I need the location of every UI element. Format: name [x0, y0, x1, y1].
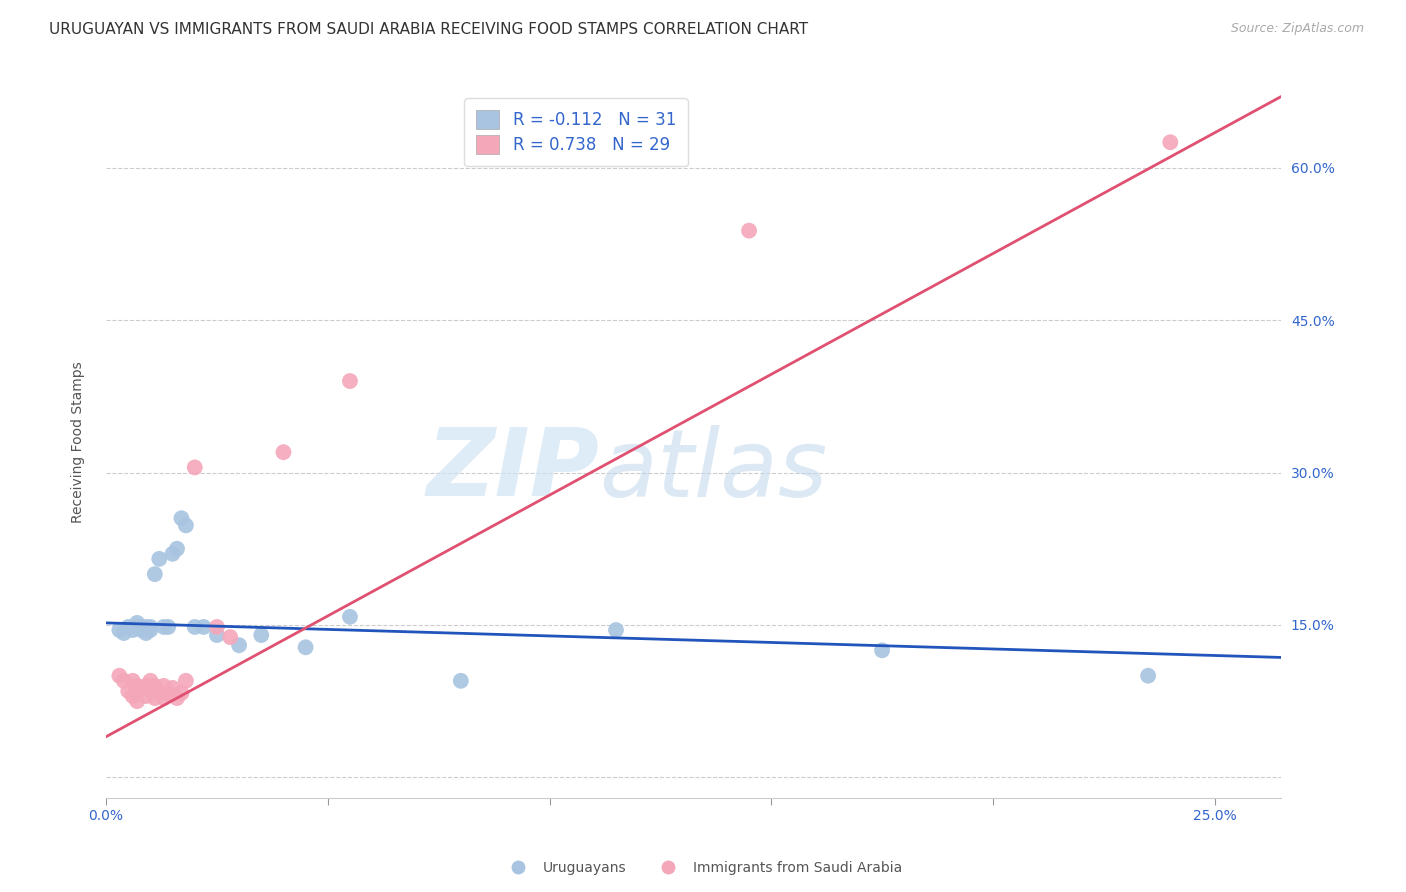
Point — [152, 691, 174, 706]
Point — [127, 615, 149, 630]
Point — [143, 691, 166, 706]
Point — [605, 623, 627, 637]
Point — [162, 547, 184, 561]
Point — [131, 623, 153, 637]
Point — [738, 224, 761, 238]
Point — [135, 689, 157, 703]
Point — [339, 609, 361, 624]
Point — [135, 626, 157, 640]
Point — [339, 374, 361, 388]
Point — [157, 686, 180, 700]
Point — [121, 689, 143, 703]
Point — [112, 673, 135, 688]
Point — [139, 620, 162, 634]
Point — [184, 460, 207, 475]
Point — [166, 691, 188, 706]
Point — [205, 620, 228, 634]
Point — [127, 620, 149, 634]
Legend: Uruguayans, Immigrants from Saudi Arabia: Uruguayans, Immigrants from Saudi Arabia — [498, 855, 908, 880]
Point — [184, 620, 207, 634]
Point — [174, 673, 197, 688]
Point — [121, 673, 143, 688]
Text: Source: ZipAtlas.com: Source: ZipAtlas.com — [1230, 22, 1364, 36]
Point — [121, 623, 143, 637]
Point — [117, 684, 139, 698]
Point — [139, 684, 162, 698]
Point — [127, 694, 149, 708]
Point — [219, 630, 242, 644]
Point — [193, 620, 215, 634]
Point — [157, 620, 180, 634]
Point — [294, 640, 316, 655]
Point — [1137, 669, 1160, 683]
Text: URUGUAYAN VS IMMIGRANTS FROM SAUDI ARABIA RECEIVING FOOD STAMPS CORRELATION CHAR: URUGUAYAN VS IMMIGRANTS FROM SAUDI ARABI… — [49, 22, 808, 37]
Point — [170, 511, 193, 525]
Point — [228, 638, 250, 652]
Point — [108, 669, 131, 683]
Point — [117, 620, 139, 634]
Point — [152, 620, 174, 634]
Point — [143, 567, 166, 582]
Point — [108, 623, 131, 637]
Text: atlas: atlas — [599, 425, 828, 516]
Point — [450, 673, 472, 688]
Legend: R = -0.112   N = 31, R = 0.738   N = 29: R = -0.112 N = 31, R = 0.738 N = 29 — [464, 98, 688, 166]
Point — [135, 620, 157, 634]
Point — [112, 626, 135, 640]
Point — [131, 681, 153, 695]
Point — [131, 620, 153, 634]
Point — [205, 628, 228, 642]
Point — [174, 518, 197, 533]
Point — [273, 445, 295, 459]
Point — [139, 623, 162, 637]
Point — [148, 686, 170, 700]
Point — [870, 643, 893, 657]
Point — [162, 681, 184, 695]
Point — [139, 673, 162, 688]
Point — [152, 679, 174, 693]
Point — [135, 679, 157, 693]
Point — [1159, 135, 1181, 149]
Text: ZIP: ZIP — [427, 425, 599, 516]
Point — [166, 541, 188, 556]
Point — [170, 686, 193, 700]
Point — [127, 679, 149, 693]
Y-axis label: Receiving Food Stamps: Receiving Food Stamps — [72, 361, 86, 523]
Point — [143, 679, 166, 693]
Point — [148, 552, 170, 566]
Point — [250, 628, 273, 642]
